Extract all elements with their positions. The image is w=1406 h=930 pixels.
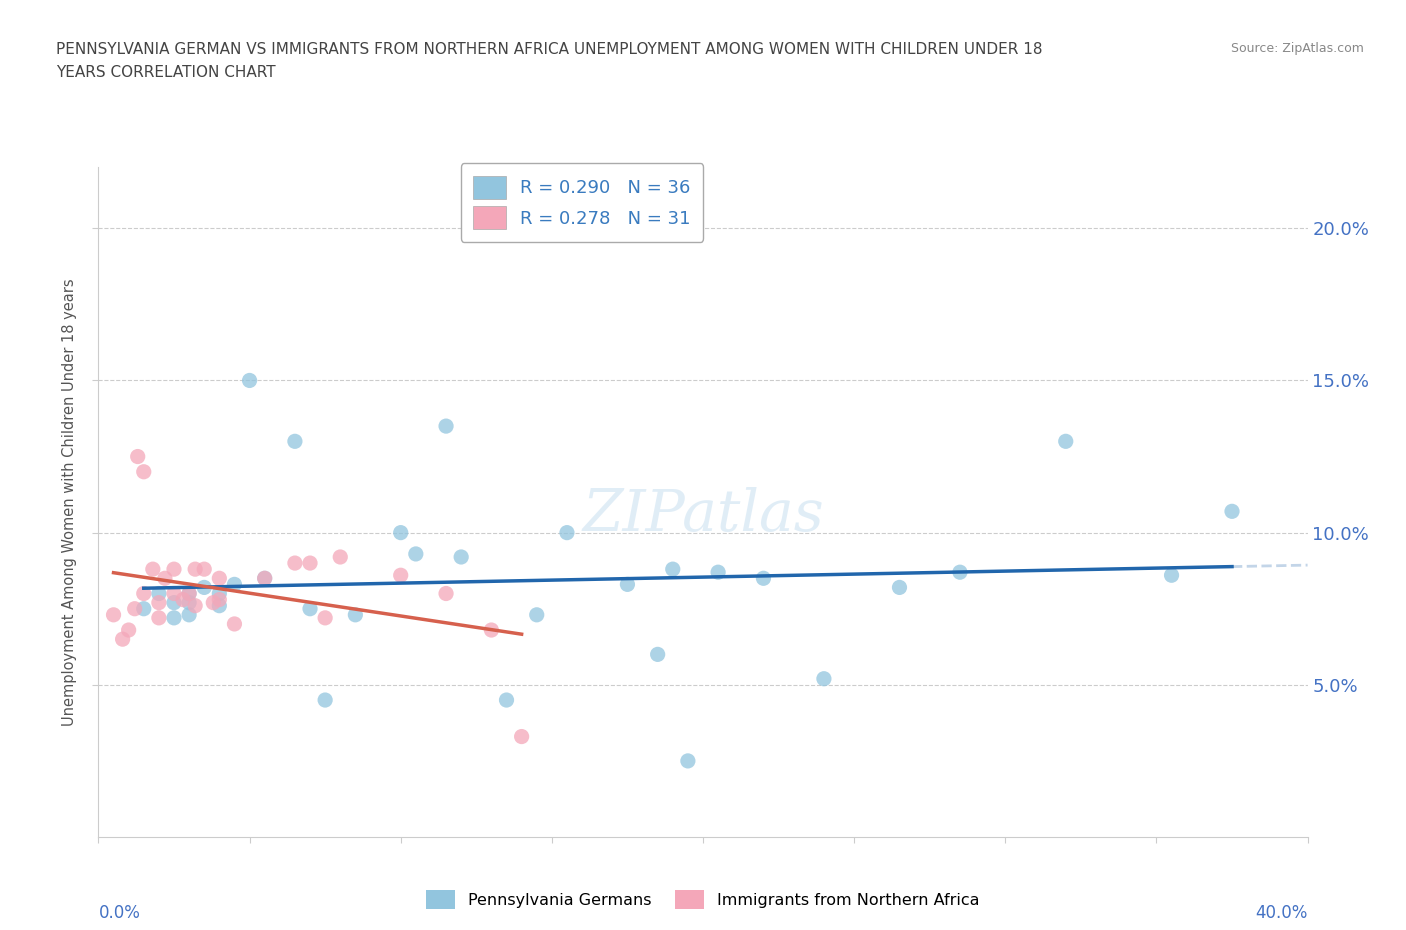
Point — [253, 571, 276, 586]
Point — [299, 555, 322, 570]
Text: 40.0%: 40.0% — [1256, 904, 1308, 922]
Point — [142, 562, 165, 577]
Point — [253, 571, 276, 586]
Point — [184, 562, 207, 577]
Text: Source: ZipAtlas.com: Source: ZipAtlas.com — [1230, 42, 1364, 55]
Point — [193, 562, 215, 577]
Point — [179, 586, 201, 601]
Point — [329, 550, 352, 565]
Point — [202, 595, 225, 610]
Point — [1220, 504, 1243, 519]
Point — [299, 602, 322, 617]
Point — [132, 586, 155, 601]
Point — [314, 693, 336, 708]
Point — [208, 592, 231, 607]
Point — [118, 622, 141, 637]
Point — [314, 610, 336, 625]
Text: 0.0%: 0.0% — [98, 904, 141, 922]
Point — [208, 586, 231, 601]
Point — [389, 525, 412, 540]
Point — [148, 610, 170, 625]
Point — [179, 595, 201, 610]
Point — [495, 693, 517, 708]
Point — [1160, 568, 1182, 583]
Point — [284, 555, 307, 570]
Point — [127, 449, 149, 464]
Point — [510, 729, 533, 744]
Point — [450, 550, 472, 565]
Text: ZIPatlas: ZIPatlas — [582, 487, 824, 544]
Point — [148, 586, 170, 601]
Point — [208, 571, 231, 586]
Point — [163, 562, 186, 577]
Point — [179, 607, 201, 622]
Point — [148, 595, 170, 610]
Point — [163, 610, 186, 625]
Point — [616, 577, 638, 591]
Point — [239, 373, 262, 388]
Point — [662, 562, 685, 577]
Point — [172, 592, 194, 607]
Point — [889, 580, 911, 595]
Point — [647, 647, 669, 662]
Text: PENNSYLVANIA GERMAN VS IMMIGRANTS FROM NORTHERN AFRICA UNEMPLOYMENT AMONG WOMEN : PENNSYLVANIA GERMAN VS IMMIGRANTS FROM N… — [56, 42, 1043, 57]
Y-axis label: Unemployment Among Women with Children Under 18 years: Unemployment Among Women with Children U… — [62, 278, 77, 726]
Point — [752, 571, 775, 586]
Point — [163, 595, 186, 610]
Point — [526, 607, 548, 622]
Point — [676, 753, 699, 768]
Point — [344, 607, 367, 622]
Point — [284, 434, 307, 449]
Point — [208, 598, 231, 613]
Point — [434, 586, 457, 601]
Point — [813, 671, 835, 686]
Point — [111, 631, 134, 646]
Legend: R = 0.290   N = 36, R = 0.278   N = 31: R = 0.290 N = 36, R = 0.278 N = 31 — [461, 163, 703, 242]
Point — [389, 568, 412, 583]
Point — [124, 602, 146, 617]
Point — [193, 580, 215, 595]
Text: YEARS CORRELATION CHART: YEARS CORRELATION CHART — [56, 65, 276, 80]
Point — [405, 547, 427, 562]
Point — [103, 607, 125, 622]
Point — [481, 622, 503, 637]
Point — [224, 617, 246, 631]
Point — [132, 602, 155, 617]
Point — [555, 525, 578, 540]
Point — [949, 565, 972, 579]
Point — [179, 586, 201, 601]
Point — [707, 565, 730, 579]
Point — [163, 586, 186, 601]
Point — [132, 464, 155, 479]
Point — [153, 571, 176, 586]
Point — [224, 577, 246, 591]
Point — [1054, 434, 1077, 449]
Point — [184, 598, 207, 613]
Legend: Pennsylvania Germans, Immigrants from Northern Africa: Pennsylvania Germans, Immigrants from No… — [419, 882, 987, 917]
Point — [434, 418, 457, 433]
